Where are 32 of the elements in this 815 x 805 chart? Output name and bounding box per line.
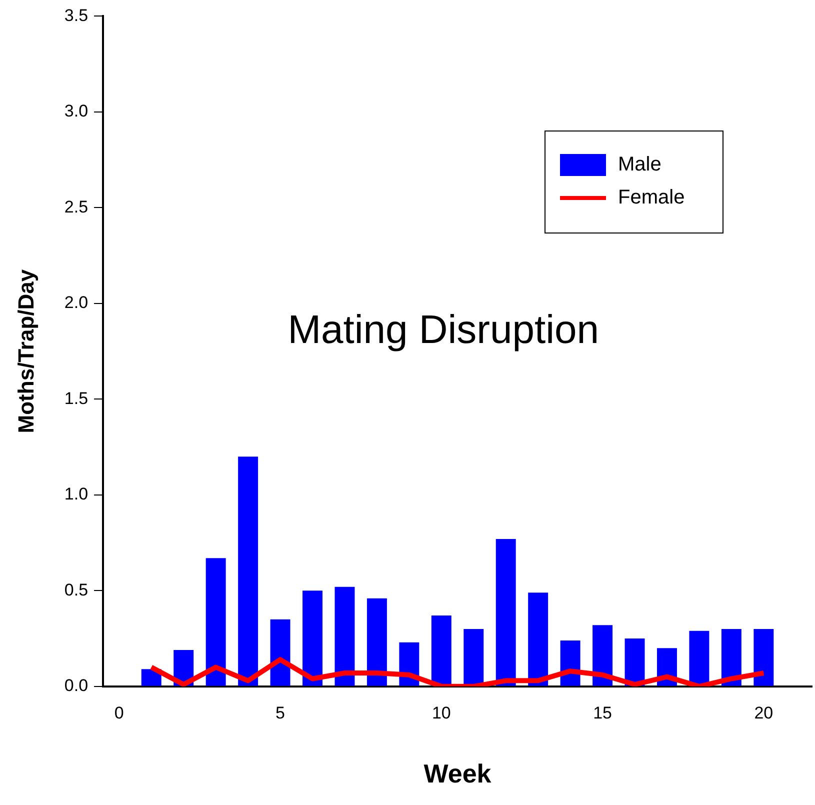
y-tick-label: 1.0 — [64, 484, 88, 504]
bar — [496, 538, 516, 686]
x-tick-label: 20 — [754, 703, 774, 722]
bar — [302, 590, 322, 686]
x-axis-title: Week — [424, 758, 492, 789]
bar — [431, 616, 452, 686]
bar — [689, 630, 710, 686]
annotation: Mating Disruption — [288, 308, 599, 352]
y-axis-title: Moths/Trap/Day — [13, 268, 38, 434]
x-tick-label: 5 — [276, 703, 286, 722]
bar — [334, 586, 355, 686]
bar — [592, 625, 613, 686]
bar — [528, 592, 548, 686]
y-tick-label: 0.5 — [64, 580, 88, 600]
bar — [238, 456, 258, 686]
bar — [206, 558, 226, 686]
y-tick-label: 2.5 — [64, 197, 88, 216]
y-tick-label: 3.0 — [64, 102, 88, 121]
bar — [270, 619, 290, 686]
y-tick-label: 3.5 — [64, 6, 88, 25]
bar — [754, 628, 774, 686]
legend-label: Male — [618, 154, 662, 176]
y-tick-label: 1.5 — [64, 388, 88, 408]
x-tick-label: 10 — [432, 703, 451, 722]
x-tick-label: 0 — [114, 703, 124, 722]
bar — [721, 628, 742, 686]
y-tick-label: 2.0 — [64, 293, 88, 312]
bar — [366, 598, 387, 686]
bar — [464, 628, 484, 686]
legend-label: Female — [618, 186, 685, 209]
y-tick-label: 0.0 — [64, 676, 88, 696]
x-tick-label: 15 — [593, 703, 612, 722]
